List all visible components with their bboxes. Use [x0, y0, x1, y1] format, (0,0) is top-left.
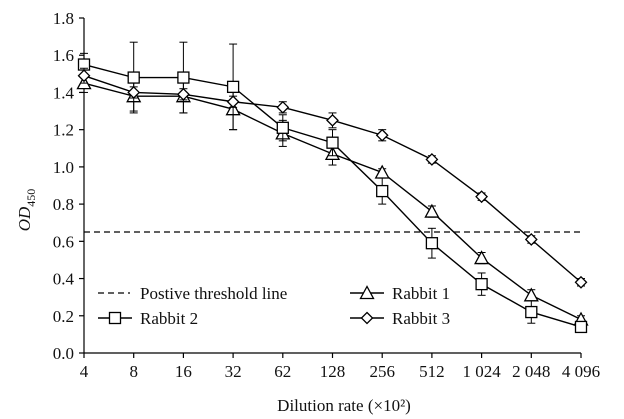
legend-label: Rabbit 2 — [140, 309, 198, 328]
legend-label: Rabbit 3 — [392, 309, 450, 328]
legend-marker — [360, 311, 374, 325]
series-rabbit-2 — [77, 41, 588, 334]
data-point-rabbit-3 — [226, 95, 240, 109]
legend-marker — [359, 285, 375, 300]
data-point-rabbit-1 — [523, 287, 539, 302]
y-axis-title-main: OD — [15, 206, 34, 231]
data-point-rabbit-2 — [276, 121, 289, 134]
data-point-rabbit-2 — [177, 71, 190, 84]
data-point-rabbit-2 — [475, 277, 488, 291]
series-rabbit-3 — [77, 67, 588, 289]
x-tick-label: 4 — [80, 362, 89, 381]
x-tick-label: 512 — [419, 362, 445, 381]
y-tick-label: 1.4 — [53, 83, 75, 102]
data-point-rabbit-3 — [326, 113, 339, 127]
data-point-rabbit-3 — [127, 86, 141, 99]
x-tick-label: 4 096 — [562, 362, 600, 381]
y-tick-label: 0.4 — [53, 270, 75, 289]
data-point-rabbit-3 — [574, 275, 588, 289]
data-point-rabbit-2 — [425, 237, 439, 250]
data-point-rabbit-1 — [474, 250, 490, 265]
data-point-rabbit-2 — [376, 184, 389, 198]
x-tick-label: 16 — [175, 362, 192, 381]
data-point-rabbit-1 — [424, 203, 440, 218]
series-layer — [76, 41, 589, 334]
legend-item-rabbit-3: Rabbit 3 — [350, 309, 450, 328]
x-tick-label: 2 048 — [512, 362, 550, 381]
legend-label: Rabbit 1 — [392, 284, 450, 303]
data-point-rabbit-3 — [524, 233, 538, 246]
y-tick-label: 1.8 — [53, 9, 74, 28]
y-axis-title-subscript: 450 — [24, 189, 38, 207]
data-point-rabbit-3 — [176, 87, 190, 101]
x-tick-label: 62 — [274, 362, 291, 381]
y-tick-label: 0.8 — [53, 195, 74, 214]
y-tick-label: 1.2 — [53, 121, 74, 140]
legend-marker — [108, 311, 122, 325]
y-tick-label: 0.6 — [53, 232, 74, 251]
y-tick-label: 1.0 — [53, 158, 74, 177]
data-point-rabbit-2 — [574, 320, 588, 334]
y-tick-label: 0.2 — [53, 307, 74, 326]
y-tick-label: 1.6 — [53, 46, 74, 65]
x-tick-label: 1 024 — [462, 362, 501, 381]
data-point-rabbit-2 — [226, 80, 240, 94]
legend-item-rabbit-2: Rabbit 2 — [98, 309, 198, 328]
data-point-rabbit-1 — [374, 164, 390, 179]
data-point-rabbit-3 — [475, 190, 489, 204]
legend-label: Postive threshold line — [140, 284, 287, 303]
data-point-rabbit-2 — [127, 71, 140, 84]
x-tick-label: 128 — [320, 362, 346, 381]
x-tick-label: 256 — [369, 362, 395, 381]
x-axis-title: Dilution rate (×10²) — [277, 396, 411, 415]
legend: Postive threshold line Rabbit 1 Rabbit 2 Ra… — [98, 284, 450, 328]
legend-item-threshold: Postive threshold line — [98, 284, 287, 303]
axes-layer: 0.0 0.2 0.4 0.6 0.8 1.0 1.2 1.4 1.6 1.8 4 8 16 32 62 12… — [53, 9, 600, 381]
y-tick-label: 0.0 — [53, 344, 74, 363]
legend-item-rabbit-1: Rabbit 1 — [350, 284, 450, 303]
data-point-rabbit-3 — [276, 100, 290, 114]
series-line-rabbit-3 — [83, 75, 582, 283]
data-point-rabbit-3 — [375, 128, 389, 142]
x-tick-label: 8 — [129, 362, 138, 381]
y-axis-title: OD450 — [15, 189, 38, 232]
data-point-rabbit-2 — [326, 136, 339, 149]
data-point-rabbit-3 — [77, 69, 91, 83]
x-tick-label: 32 — [225, 362, 242, 381]
data-point-rabbit-3 — [425, 153, 439, 166]
data-point-rabbit-2 — [525, 305, 538, 319]
